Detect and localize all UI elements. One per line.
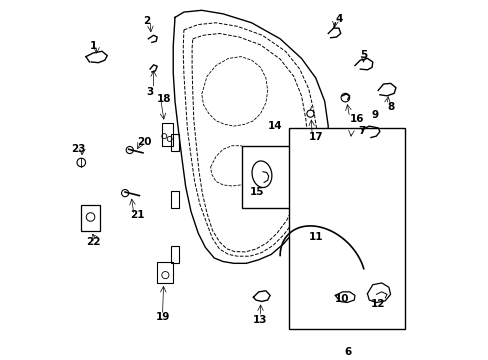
- Text: 2: 2: [142, 16, 150, 26]
- FancyBboxPatch shape: [288, 128, 404, 329]
- Text: 23: 23: [71, 144, 86, 154]
- Text: 4: 4: [335, 14, 342, 24]
- FancyBboxPatch shape: [242, 146, 290, 208]
- Text: 3: 3: [146, 87, 153, 97]
- Text: 13: 13: [253, 315, 267, 325]
- Text: 10: 10: [335, 294, 349, 304]
- Text: 20: 20: [137, 137, 152, 147]
- Text: 15: 15: [249, 187, 264, 197]
- Text: 11: 11: [308, 231, 323, 242]
- Text: 8: 8: [386, 102, 393, 112]
- Text: 21: 21: [130, 210, 144, 220]
- Text: 1: 1: [89, 41, 97, 51]
- Bar: [171, 246, 179, 263]
- Text: 9: 9: [370, 111, 377, 121]
- Text: 6: 6: [344, 347, 351, 357]
- Bar: [171, 191, 179, 208]
- Bar: [81, 204, 100, 231]
- Text: 22: 22: [85, 237, 100, 247]
- Text: 14: 14: [267, 121, 282, 131]
- Bar: [157, 262, 173, 283]
- Text: 7: 7: [358, 126, 365, 136]
- Text: 18: 18: [157, 94, 171, 104]
- Text: 17: 17: [308, 132, 323, 142]
- Bar: [171, 134, 179, 151]
- Text: 5: 5: [360, 50, 367, 60]
- Bar: [162, 122, 173, 146]
- Text: 12: 12: [370, 299, 385, 309]
- Text: 19: 19: [155, 312, 169, 322]
- Text: 16: 16: [349, 114, 363, 124]
